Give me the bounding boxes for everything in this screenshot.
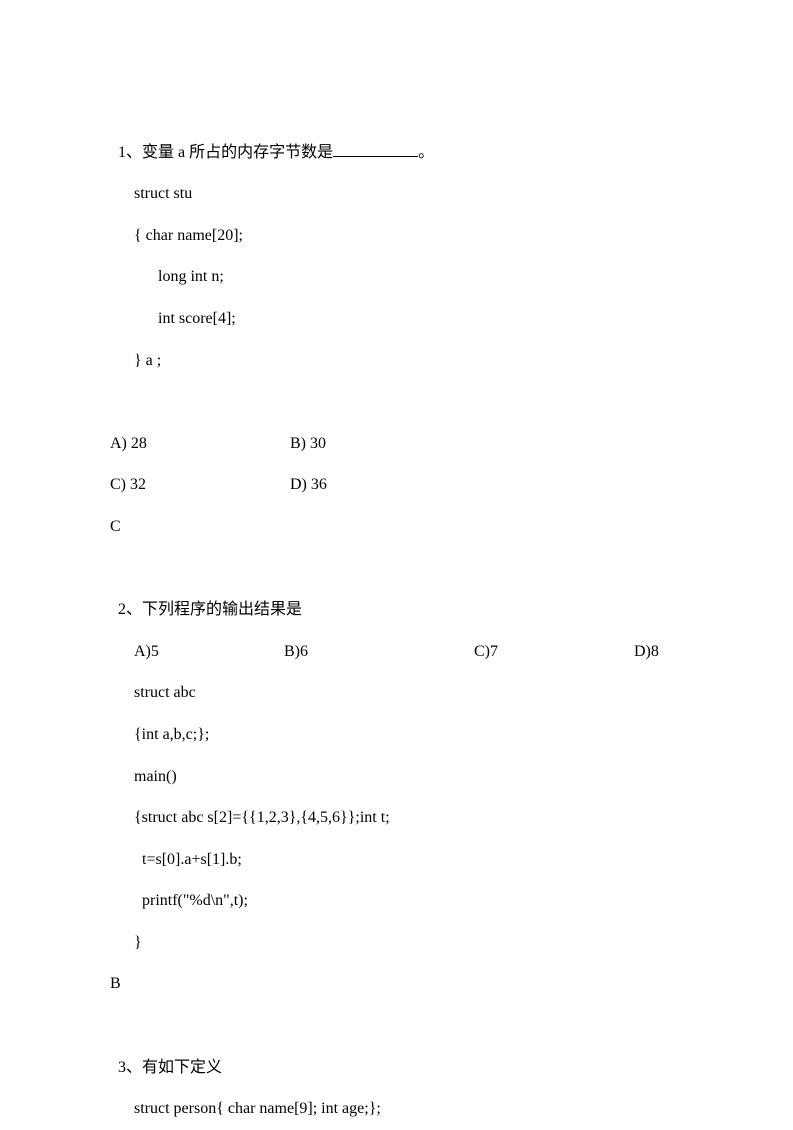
q1-option-c[interactable]: C) 32 [110,464,290,506]
q2-options-row: A)5 B)6 C)7 D)8 [110,631,683,673]
q2-code-line: {int a,b,c;}; [110,714,683,756]
q2-code-line: printf("%d\n",t); [110,880,683,922]
q3-stem-text: 有如下定义 [142,1059,222,1076]
q1-option-b[interactable]: B) 30 [290,423,470,465]
q1-option-d[interactable]: D) 36 [290,464,470,506]
q1-stem-after: 。 [418,144,434,161]
q2-code-line: t=s[0].a+s[1].b; [110,839,683,881]
q1-code-line: int score[4]; [110,298,683,340]
q1-number: 1、 [118,144,142,161]
q1-code-line: } a ; [110,340,683,382]
q1-options-row1: A) 28 B) 30 [110,423,683,465]
q1-blank [333,141,418,157]
q1-stem-before: 变量 a 所占的内存字节数是 [142,144,333,161]
q2-code-line: } [110,922,683,964]
q2-answer: B [110,963,683,1005]
q1-stem: 1、变量 a 所占的内存字节数是 。 [110,90,683,173]
q1-code-line: struct stu [110,173,683,215]
q2-stem: 2、下列程序的输出结果是 [110,548,683,631]
q2-option-b[interactable]: B)6 [284,631,474,673]
q1-options-row2: C) 32 D) 36 [110,464,683,506]
q1-code-line: { char name[20]; [110,215,683,257]
q3-stem: 3、有如下定义 [110,1005,683,1088]
q1-option-a[interactable]: A) 28 [110,423,290,465]
q2-code-line: main() [110,756,683,798]
q2-code-line: {struct abc s[2]={{1,2,3},{4,5,6}};int t… [110,797,683,839]
q1-code-line: long int n; [110,256,683,298]
q2-option-c[interactable]: C)7 [474,631,634,673]
q2-number: 2、 [118,601,142,618]
q2-stem-text: 下列程序的输出结果是 [142,601,302,618]
q3-number: 3、 [118,1059,142,1076]
q2-code-line: struct abc [110,672,683,714]
q2-option-a[interactable]: A)5 [134,631,284,673]
q3-code-line: struct person{ char name[9]; int age;}; [110,1088,683,1130]
spacer [110,381,683,423]
q2-option-d[interactable]: D)8 [634,631,659,673]
q1-answer: C [110,506,683,548]
